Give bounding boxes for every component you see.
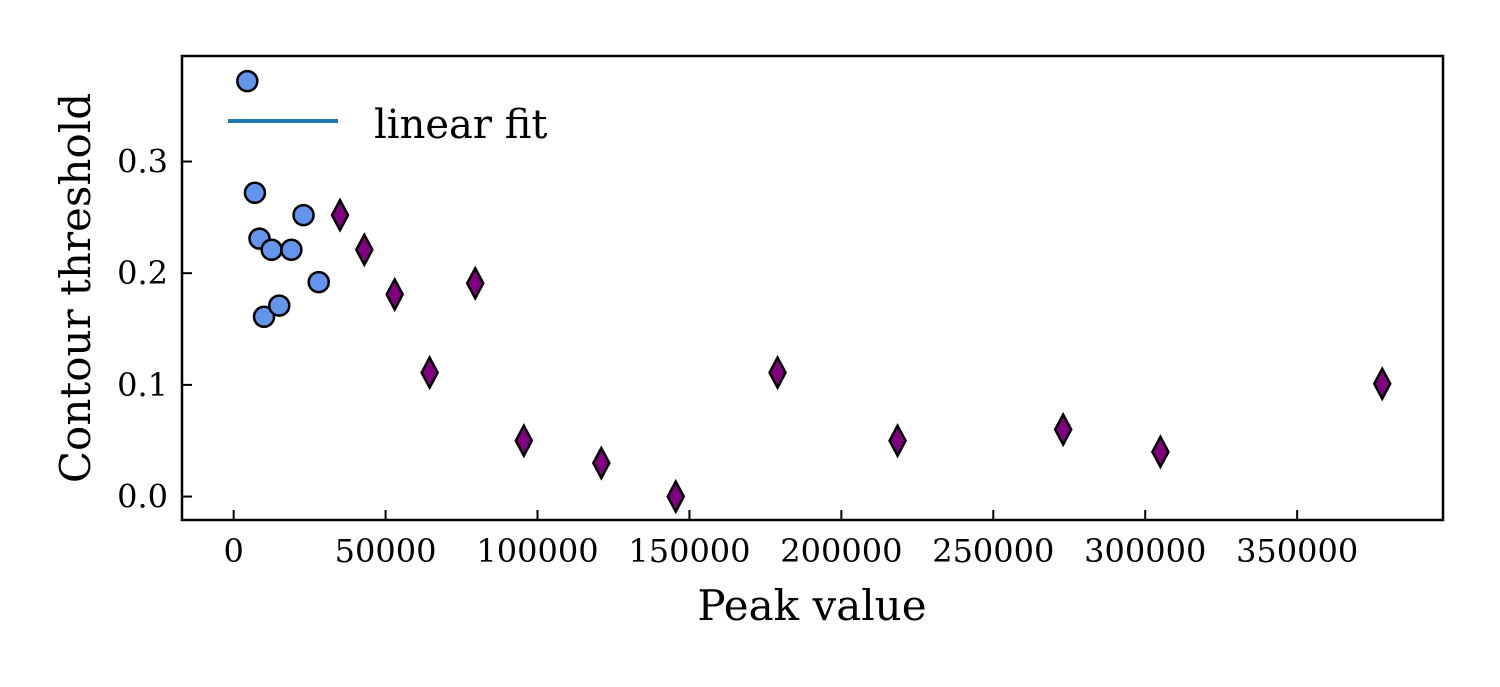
y-tick-label: 0.1 <box>117 366 168 404</box>
x-axis-title: Peak value <box>697 581 926 630</box>
data-point-circle <box>252 305 276 329</box>
data-point-diamond <box>354 232 374 268</box>
x-axis: 0 50000 100000 150000 200000 250000 300000 3500… <box>223 510 1358 570</box>
data-point-diamond <box>1372 366 1392 402</box>
data-point-circle <box>236 69 259 93</box>
data-point-diamond <box>330 197 350 233</box>
data-point-diamond <box>888 423 907 459</box>
data-point-circle <box>267 294 291 317</box>
data-point-circle <box>307 270 330 294</box>
data-point-circle <box>243 181 267 205</box>
data-point-diamond <box>1150 434 1170 470</box>
data-point-diamond <box>465 265 485 301</box>
x-tick-label: 200000 <box>780 532 902 570</box>
plot-frame <box>180 54 1445 522</box>
legend: linear fit <box>228 102 547 148</box>
data-point-circle <box>292 203 315 227</box>
x-tick-label: 250000 <box>932 532 1054 570</box>
plot-area <box>236 69 1392 515</box>
data-point-diamond <box>1053 411 1073 448</box>
x-tick-label: 100000 <box>476 532 598 570</box>
x-tick-label: 50000 <box>335 532 437 570</box>
x-tick-label: 350000 <box>1236 532 1358 570</box>
data-point-diamond <box>768 354 787 391</box>
y-tick-label: 0.2 <box>117 254 168 292</box>
x-tick-label: 0 <box>223 532 243 570</box>
x-tick-label: 300000 <box>1084 532 1206 570</box>
y-tick-label: 0.3 <box>117 143 168 181</box>
y-axis-title: Contour threshold <box>51 93 100 483</box>
data-point-diamond <box>514 423 534 459</box>
x-tick-label: 150000 <box>628 532 750 570</box>
data-point-diamond <box>666 478 686 515</box>
data-point-diamond <box>591 445 611 481</box>
data-point-circle <box>280 238 303 262</box>
y-axis: 0.0 0.1 0.2 0.3 <box>117 143 192 516</box>
data-point-diamond <box>385 276 405 313</box>
y-tick-label: 0.0 <box>117 478 168 516</box>
legend-label-linear-fit: linear fit <box>374 102 547 148</box>
data-point-circle <box>260 238 283 262</box>
data-point-diamond <box>420 354 440 391</box>
